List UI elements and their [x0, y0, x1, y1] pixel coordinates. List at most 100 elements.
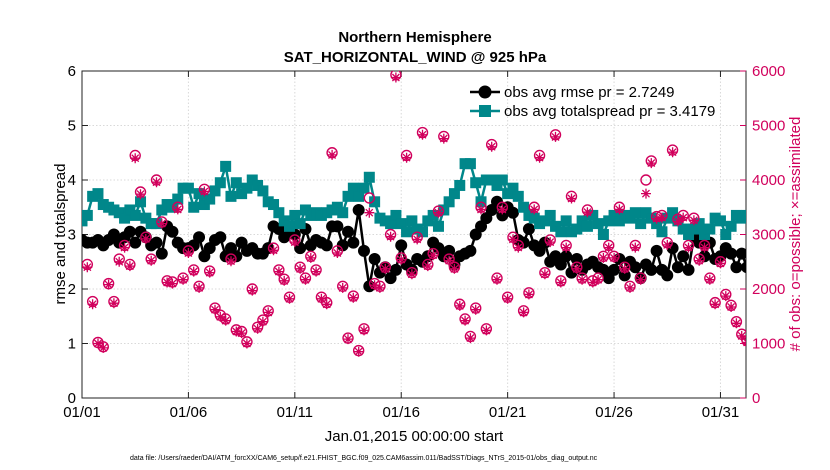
obs-assimilated-point — [343, 334, 353, 345]
obs-assimilated-point — [332, 248, 343, 258]
obs-assimilated-point — [508, 234, 518, 245]
obs-possible-point — [640, 174, 652, 186]
obs-assimilated-point — [444, 255, 455, 266]
obs-assimilated-point — [289, 237, 300, 248]
x-tick-label: 01/01 — [63, 404, 101, 421]
totalspread-point — [656, 226, 668, 238]
totalspread-point — [432, 220, 444, 232]
rmse-point — [682, 263, 695, 276]
totalspread-point — [454, 179, 466, 191]
y2-tick-label: 4000 — [752, 172, 785, 189]
obs-assimilated-point — [183, 248, 194, 258]
obs-assimilated-point — [460, 315, 471, 326]
obs-assimilated-point — [582, 207, 593, 218]
obs-assimilated-point — [172, 204, 183, 215]
y-tick-label: 0 — [68, 390, 76, 407]
obs-assimilated-point — [523, 289, 534, 300]
obs-assimilated-point — [486, 141, 497, 152]
obs-assimilated-point — [401, 152, 412, 163]
totalspread-point — [629, 207, 641, 219]
rmse-point — [730, 261, 743, 274]
ticks — [81, 70, 746, 399]
obs-assimilated-point — [433, 207, 444, 218]
rmse-point — [331, 220, 344, 233]
obs-assimilated-point — [678, 212, 689, 223]
y-tick-label: 2 — [68, 281, 76, 298]
totalspread-point — [401, 226, 413, 238]
totalspread-point — [714, 215, 726, 227]
obs-assimilated-point — [720, 291, 731, 302]
chart-subtitle: SAT_HORIZONTAL_WIND @ 925 hPa — [284, 49, 547, 66]
obs-assimilated-point — [93, 338, 103, 349]
totalspread-point — [464, 158, 476, 170]
obs-assimilated-point — [311, 266, 322, 277]
obs-assimilated-point — [545, 237, 556, 248]
obs-assimilated-point — [513, 242, 524, 253]
series-3 — [82, 72, 746, 357]
y-axis-label: rmse and totalspread — [52, 164, 69, 305]
totalspread-point — [225, 190, 237, 202]
totalspread-point — [182, 182, 194, 194]
obs-assimilated-point — [555, 277, 566, 288]
y2-tick-label: 1000 — [752, 336, 785, 353]
legend-label: obs avg rmse pr = 2.7249 — [504, 84, 675, 101]
y2-tick-label: 6000 — [752, 63, 785, 80]
y-tick-label: 5 — [68, 118, 76, 135]
rmse-point — [645, 263, 658, 276]
rmse-point — [193, 231, 206, 244]
totalspread-point — [294, 218, 306, 230]
x-tick-label: 01/26 — [595, 404, 633, 421]
obs-assimilated-point — [614, 204, 625, 215]
series-1 — [82, 158, 746, 240]
obs-assimilated-point — [470, 304, 481, 315]
obs-assimilated-point — [353, 346, 364, 357]
obs-assimilated-point — [236, 328, 247, 339]
x-tick-label: 01/16 — [382, 404, 420, 421]
obs-assimilated-point — [396, 254, 407, 265]
plot-area: 01/01 01/06 01/11 01/16 01/21 01/26 01/31 0 1 2 3 4… — [63, 63, 785, 421]
obs-assimilated-point — [146, 255, 157, 266]
obs-assimilated-point — [465, 333, 476, 344]
rmse-point — [347, 236, 360, 249]
rmse-point — [320, 239, 333, 252]
obs-assimilated-point — [103, 279, 114, 290]
obs-assimilated-point — [598, 252, 609, 263]
obs-assimilated-point — [135, 189, 146, 200]
totalspread-point — [284, 220, 295, 232]
rmse-point — [123, 225, 136, 238]
y2-axis-label: # of obs: o=possible; ×=assimilated — [787, 117, 804, 352]
totalspread-point — [560, 215, 572, 227]
obs-assimilated-point — [167, 278, 178, 289]
obs-assimilated-point — [390, 72, 401, 83]
rmse-point — [741, 261, 746, 274]
rmse-point — [352, 203, 365, 216]
series-layer — [82, 71, 746, 357]
rmse-point — [650, 244, 663, 257]
obs-assimilated-point — [731, 318, 742, 329]
obs-assimilated-point — [231, 326, 242, 337]
rmse-point — [464, 244, 477, 257]
obs-assimilated-point — [140, 233, 151, 244]
rmse-point — [671, 261, 684, 274]
obs-assimilated-point — [151, 177, 162, 188]
totalspread-point — [363, 171, 375, 183]
y-tick-label: 6 — [68, 63, 76, 80]
obs-assimilated-point — [662, 239, 673, 250]
obs-assimilated-point — [300, 274, 311, 285]
obs-assimilated-point — [704, 274, 715, 285]
obs-assimilated-point — [619, 263, 630, 274]
rmse-point — [395, 239, 408, 252]
obs-assimilated-point — [492, 274, 502, 285]
totalspread-point — [92, 188, 104, 200]
obs-assimilated-point — [577, 274, 588, 285]
obs-assimilated-point — [82, 262, 93, 273]
obs-assimilated-point — [87, 299, 98, 310]
obs-assimilated-point — [715, 258, 726, 269]
totalspread-point — [82, 209, 93, 221]
totalspread-point — [741, 209, 746, 221]
rmse-point — [342, 225, 355, 238]
obs-assimilated-point — [566, 193, 577, 204]
obs-assimilated-point — [641, 188, 651, 199]
obs-assimilated-point — [726, 302, 737, 312]
